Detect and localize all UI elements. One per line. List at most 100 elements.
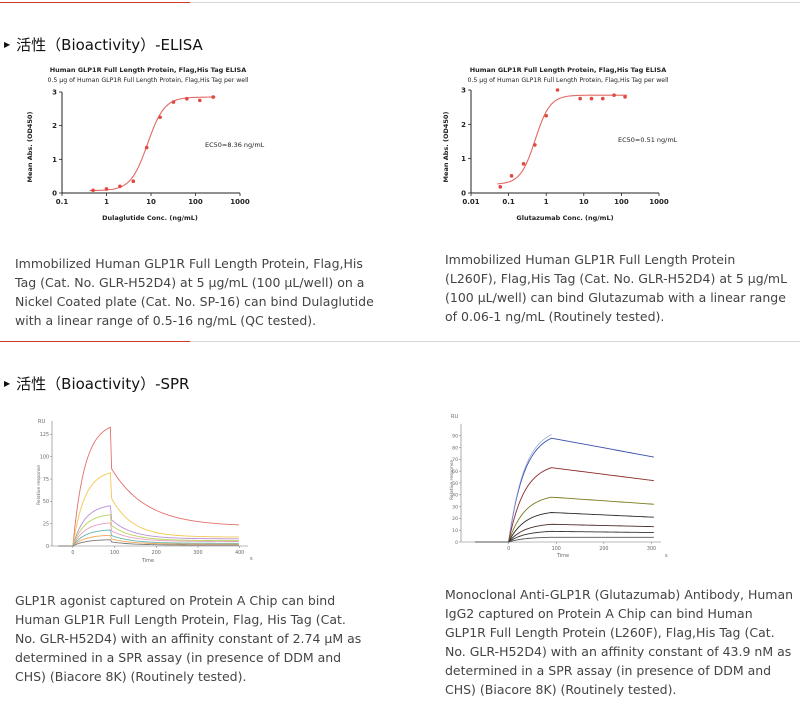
- data-point: [578, 96, 582, 101]
- spr-description-1: GLP1R agonist captured on Protein A Chip…: [15, 593, 362, 684]
- data-point: [509, 174, 514, 178]
- y-tick-label: 0: [46, 544, 49, 550]
- x-tick-label: 100: [614, 198, 629, 206]
- spr-chart-agonist: RU Relative response Time s 0 25 50 75 100 12…: [36, 419, 253, 564]
- sensorgram-series: [58, 539, 239, 547]
- chart-axes: 0 1 2 3 0.01 0.1 1 10 100 1000: [461, 87, 669, 207]
- y-tick-label: 40: [452, 493, 458, 499]
- y-tick-label: 80: [452, 445, 458, 451]
- y-axis-label: Mean Abs. (OD450): [26, 112, 34, 183]
- elisa-title-text: 活性（Bioactivity）-ELISA: [16, 36, 203, 54]
- x-tick-label: 1000: [230, 198, 250, 206]
- sensorgram-series: [58, 514, 239, 547]
- elisa-section-title: ▶ 活性（Bioactivity）-ELISA: [4, 34, 203, 55]
- y-axis-label: Relative response: [36, 465, 42, 505]
- x-tick-label: 400: [235, 550, 244, 556]
- y-tick-label: 10: [452, 528, 458, 534]
- ec50-annotation: EC50=8.36 ng/mL: [205, 141, 265, 149]
- x-tick-label: 1: [544, 198, 549, 206]
- x-tick-label: 0.1: [56, 198, 69, 206]
- sensorgram-series: [475, 437, 654, 543]
- y-tick-label: 30: [452, 504, 458, 510]
- data-point: [185, 96, 189, 101]
- elisa-chart-dulaglutide: Human GLP1R Full Length Protein, Flag,Hi…: [26, 66, 265, 222]
- sensorgram-fit: [508, 434, 552, 543]
- data-point: [198, 98, 202, 103]
- data-point: [144, 145, 149, 150]
- sensorgram-series: [58, 472, 239, 547]
- sensorgram-series: [58, 534, 239, 547]
- spr-description-2: Monoclonal Anti-GLP1R (Glutazumab) Antib…: [445, 587, 794, 697]
- data-point: [211, 95, 216, 99]
- x-axis-label: Time: [556, 553, 569, 559]
- x-axis-label: Glutazumab Conc. (ng/mL): [516, 214, 613, 222]
- elisa-description-2: Immobilized Human GLP1R Full Length Prot…: [445, 252, 788, 324]
- data-point: [131, 179, 136, 184]
- sensorgram-series: [475, 523, 654, 543]
- sensorgram-series: [58, 522, 239, 547]
- y-tick-label: 25: [43, 521, 49, 527]
- y-axis-label: Relative response: [449, 460, 455, 500]
- x-axis-label: Dulaglutide Conc. (ng/mL): [102, 214, 198, 222]
- bullet-triangle-icon: ▶: [4, 40, 11, 49]
- y-tick-label: 20: [452, 516, 458, 522]
- x-tick-label: 1: [104, 198, 109, 206]
- y-tick-label: 2: [52, 122, 57, 130]
- y-tick-label: 75: [43, 477, 49, 483]
- data-point: [589, 96, 594, 101]
- y-tick-label: 3: [52, 89, 57, 97]
- x-tick-label: 200: [152, 550, 161, 556]
- chart-marks: [89, 95, 216, 193]
- section-divider: [0, 341, 800, 342]
- top-divider: [0, 2, 800, 3]
- elisa-chart-glutazumab: Human GLP1R Full Length Protein, Flag,Hi…: [442, 66, 678, 222]
- spr-title-text: 活性（Bioactivity）-SPR: [16, 375, 190, 393]
- spr-chart-glutazumab: RU Relative response Time s 0 10 20 30 40 50 6…: [449, 414, 668, 559]
- y-tick-label: 1: [52, 156, 57, 164]
- y-tick-label: 3: [461, 87, 466, 95]
- sensorgram-series: [475, 467, 654, 543]
- x-tick-label: 200: [599, 546, 608, 552]
- data-point: [91, 188, 95, 193]
- data-point: [612, 93, 616, 97]
- chart-axes: 0 10 20 30 40 50 60 70 80 90 0 100 200 300: [452, 424, 661, 552]
- elisa-description-1: Immobilized Human GLP1R Full Length Prot…: [15, 256, 374, 328]
- x-tick-label: 0.01: [462, 198, 479, 206]
- spr-section-title: ▶ 活性（Bioactivity）-SPR: [4, 373, 189, 394]
- y-tick-label: 0: [461, 190, 466, 198]
- y-tick-label: 0: [52, 190, 57, 198]
- x-tick-label: 300: [647, 546, 656, 552]
- chart-title: Human GLP1R Full Length Protein, Flag,Hi…: [470, 66, 667, 74]
- y-tick-label: 70: [452, 457, 458, 463]
- y-tick-label: 1: [461, 155, 466, 163]
- sensorgram-series: [58, 426, 239, 547]
- data-point: [544, 113, 548, 118]
- sensorgram-series: [475, 536, 654, 543]
- y-tick-label: 125: [40, 432, 49, 438]
- y-tick-label: 50: [452, 481, 458, 487]
- x-axis-label: Time: [141, 558, 154, 564]
- y-tick-label: 0: [455, 540, 458, 546]
- sensorgram-series: [58, 529, 239, 547]
- data-point: [171, 100, 176, 104]
- y-tick-label: 100: [40, 455, 49, 461]
- bullet-triangle-icon: ▶: [4, 379, 11, 388]
- sensorgram-series: [475, 496, 654, 543]
- fit-curve: [89, 96, 216, 192]
- chart-marks: [58, 426, 239, 547]
- data-point: [521, 162, 526, 166]
- sensorgram-series: [58, 505, 239, 547]
- data-point: [118, 184, 122, 189]
- data-point: [555, 88, 560, 92]
- x-tick-label: 100: [552, 546, 561, 552]
- ec50-annotation: EC50=0.51 ng/mL: [618, 136, 678, 144]
- x-unit-label: s: [250, 556, 253, 562]
- x-unit-label: s: [665, 553, 668, 559]
- x-tick-label: 100: [110, 550, 119, 556]
- sensorgram-series: [475, 512, 654, 543]
- y-axis-label: Mean Abs. (OD450): [442, 112, 450, 183]
- chart-title: Human GLP1R Full Length Protein, Flag,Hi…: [50, 66, 247, 74]
- x-tick-label: 1000: [649, 198, 669, 206]
- y-tick-label: 60: [452, 469, 458, 475]
- fit-curve: [497, 94, 627, 185]
